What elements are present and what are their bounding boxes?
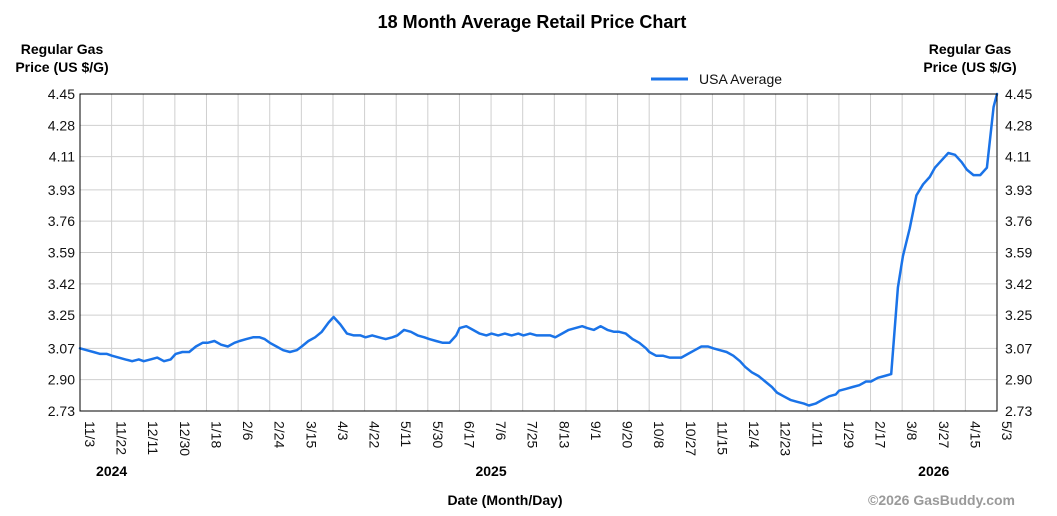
x-tick-label: 2/6 <box>240 421 256 441</box>
y-axis-label-left-line1: Regular Gas <box>21 41 104 57</box>
x-tick-label: 10/27 <box>683 421 699 456</box>
y-tick-label-right: 4.45 <box>1005 86 1032 102</box>
series-line-usa-average <box>78 92 999 407</box>
y-ticks-left: 4.45 4.28 4.11 3.93 3.76 3.59 3.42 3.25 3.07 2.90… <box>48 86 75 419</box>
y-tick-label-right: 4.28 <box>1005 117 1032 133</box>
y-tick-label-right: 2.90 <box>1005 372 1032 388</box>
x-tick-label: 5/3 <box>999 421 1015 441</box>
y-tick-label-left: 3.25 <box>48 307 75 323</box>
y-tick-label-left: 3.07 <box>48 340 75 356</box>
y-tick-label-right: 3.93 <box>1005 182 1032 198</box>
x-tick-label: 9/1 <box>588 421 604 441</box>
y-tick-label-left: 4.28 <box>48 117 75 133</box>
y-tick-label-right: 3.07 <box>1005 340 1032 356</box>
year-labels: 2024 2025 2026 <box>96 463 949 479</box>
x-tick-label: 5/11 <box>398 421 414 447</box>
y-tick-label-right: 4.11 <box>1005 149 1031 165</box>
y-tick-label-left: 3.76 <box>48 213 75 229</box>
x-tick-label: 12/4 <box>746 421 762 448</box>
x-tick-label: 7/6 <box>493 421 509 441</box>
x-tick-label: 3/8 <box>904 421 920 441</box>
y-tick-label-right: 2.73 <box>1005 403 1032 419</box>
x-tick-label: 10/8 <box>651 421 667 448</box>
y-tick-label-left: 3.93 <box>48 182 75 198</box>
x-tick-label: 6/17 <box>461 421 477 448</box>
x-tick-label: 12/23 <box>778 421 794 456</box>
x-axis-label: Date (Month/Day) <box>447 492 562 508</box>
y-axis-label-right-line2: Price (US $/G) <box>923 59 1016 75</box>
year-label: 2025 <box>475 463 506 479</box>
y-tick-label-right: 3.25 <box>1005 307 1032 323</box>
x-tick-label: 4/3 <box>335 421 351 441</box>
x-tick-label: 11/15 <box>714 421 730 455</box>
chart-title: 18 Month Average Retail Price Chart <box>378 12 687 32</box>
x-tick-label: 8/13 <box>556 421 572 448</box>
x-tick-label: 7/25 <box>525 421 541 448</box>
x-tick-label: 5/30 <box>430 421 446 448</box>
legend: USA Average <box>651 71 782 87</box>
y-tick-label-left: 3.42 <box>48 276 75 292</box>
y-tick-label-left: 3.59 <box>48 245 75 261</box>
y-tick-label-left: 2.73 <box>48 403 75 419</box>
x-tick-label: 1/11 <box>809 421 825 447</box>
x-tick-label: 1/29 <box>841 421 857 448</box>
x-tick-label: 1/18 <box>208 421 224 448</box>
x-tick-label: 12/30 <box>177 421 193 456</box>
x-tick-label: 12/11 <box>145 421 161 455</box>
x-ticks: 11/3 11/22 12/11 12/30 1/18 2/6 2/24 3/15 4/3 4/2… <box>82 421 1015 456</box>
y-tick-label-right: 3.42 <box>1005 276 1032 292</box>
x-tick-label: 9/20 <box>620 421 636 448</box>
x-tick-label: 2/17 <box>873 421 889 448</box>
plot-frame <box>79 93 998 412</box>
x-tick-label: 2/24 <box>272 421 288 448</box>
x-tick-label: 3/15 <box>303 421 319 448</box>
x-tick-label: 4/22 <box>367 421 383 448</box>
year-label: 2026 <box>918 463 949 479</box>
grid <box>79 93 998 412</box>
y-ticks-right: 4.45 4.28 4.11 3.93 3.76 3.59 3.42 3.25 3.07 2.90… <box>1005 86 1032 419</box>
copyright-label: ©2026 GasBuddy.com <box>868 492 1015 508</box>
x-tick-label: 11/22 <box>114 421 130 455</box>
x-tick-label: 4/15 <box>967 421 983 448</box>
legend-label: USA Average <box>699 71 782 87</box>
y-tick-label-right: 3.76 <box>1005 213 1032 229</box>
year-label: 2024 <box>96 463 127 479</box>
y-tick-label-left: 4.11 <box>49 149 75 165</box>
x-tick-label: 3/27 <box>936 421 952 448</box>
x-tick-label: 11/3 <box>82 421 98 447</box>
y-tick-label-left: 4.45 <box>48 86 75 102</box>
y-axis-label-right-line1: Regular Gas <box>929 41 1012 57</box>
y-tick-label-right: 3.59 <box>1005 245 1032 261</box>
y-tick-label-left: 2.90 <box>48 372 75 388</box>
y-axis-label-left-line2: Price (US $/G) <box>15 59 108 75</box>
